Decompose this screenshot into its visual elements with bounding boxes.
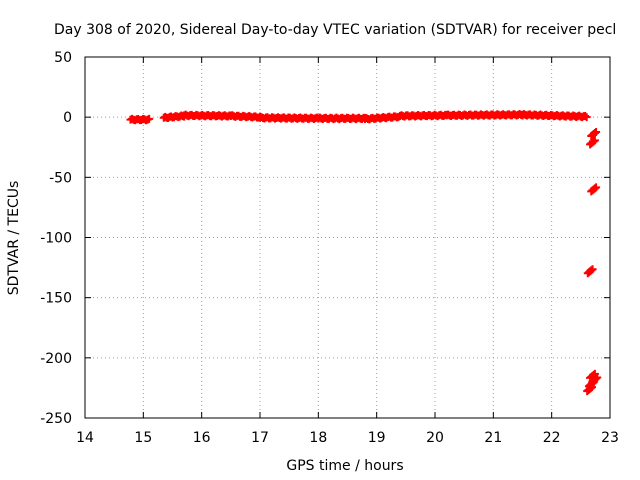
x-tick-label: 17 (251, 430, 269, 446)
data-point (587, 383, 596, 392)
x-tick-label: 22 (543, 430, 561, 446)
data-point (588, 265, 597, 274)
y-tick-label: 0 (63, 110, 72, 126)
axis-ticks: 14 15 16 17 18 19 20 21 22 23 50 0 -50 -100 -150 -200 -2… (40, 50, 619, 446)
data-point (145, 114, 154, 123)
x-axis-label: GPS time / hours (286, 458, 403, 474)
data-point (581, 111, 590, 120)
x-tick-label: 18 (309, 430, 327, 446)
x-tick-label: 20 (426, 430, 444, 446)
y-tick-label: 50 (54, 50, 72, 66)
y-axis-label: SDTVAR / TECUs (6, 181, 22, 296)
plot-frame (84, 56, 611, 419)
data-point (593, 373, 602, 382)
y-tick-label: -250 (40, 411, 72, 427)
data-point (590, 184, 599, 193)
y-tick-label: -150 (40, 291, 72, 307)
x-tick-label: 16 (193, 430, 211, 446)
data-point (582, 113, 591, 122)
grid-lines (85, 57, 610, 418)
data-point (590, 136, 599, 145)
x-tick-label: 14 (76, 430, 94, 446)
chart-title: Day 308 of 2020, Sidereal Day-to-day VTE… (54, 22, 616, 38)
data-point (589, 137, 598, 146)
y-tick-label: -50 (49, 170, 72, 186)
data-series-sdtvar (126, 110, 602, 396)
x-tick-label: 21 (484, 430, 502, 446)
data-point (592, 183, 601, 192)
x-tick-label: 19 (368, 430, 386, 446)
y-tick-label: -200 (40, 351, 72, 367)
x-tick-label: 23 (601, 430, 619, 446)
y-tick-label: -100 (40, 231, 72, 247)
data-point (592, 128, 601, 137)
data-point (589, 378, 598, 387)
x-tick-label: 15 (134, 430, 152, 446)
